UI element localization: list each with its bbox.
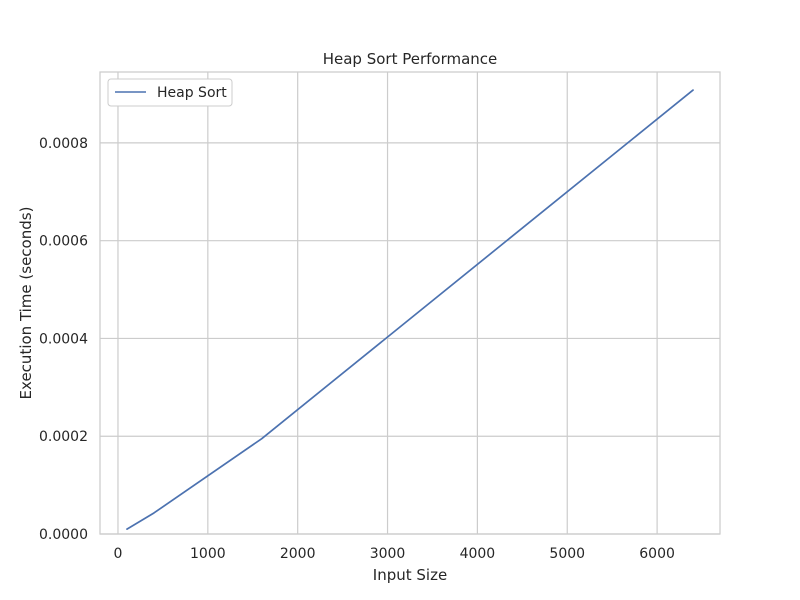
plot-frame bbox=[99, 71, 721, 535]
series-line-heap-sort bbox=[126, 89, 694, 530]
y-tick-label: 0.0006 bbox=[39, 234, 88, 250]
x-tick-label: 3000 bbox=[370, 546, 406, 562]
y-tick-label: 0.0004 bbox=[39, 331, 88, 347]
x-tick-label: 6000 bbox=[639, 546, 675, 562]
y-axis-ticks: 0.0000 0.0002 0.0004 0.0006 0.0008 bbox=[39, 136, 88, 543]
x-tick-label: 1000 bbox=[190, 546, 226, 562]
legend-box bbox=[107, 78, 233, 107]
x-tick-label: 0 bbox=[114, 546, 123, 562]
x-tick-label: 5000 bbox=[549, 546, 585, 562]
x-axis-ticks: 0 1000 2000 3000 4000 5000 6000 bbox=[114, 546, 675, 562]
y-axis-label: Execution Time (seconds) bbox=[17, 207, 35, 400]
chart-title: Heap Sort Performance bbox=[323, 50, 498, 68]
legend-label-heap-sort: Heap Sort bbox=[157, 85, 227, 101]
x-tick-label: 2000 bbox=[280, 546, 316, 562]
legend: Heap Sort bbox=[107, 78, 233, 107]
series-layer bbox=[126, 89, 694, 530]
y-tick-label: 0.0000 bbox=[39, 527, 88, 543]
y-tick-label: 0.0002 bbox=[39, 429, 88, 445]
x-tick-label: 4000 bbox=[460, 546, 496, 562]
y-tick-label: 0.0008 bbox=[39, 136, 88, 152]
x-axis-label: Input Size bbox=[373, 566, 447, 584]
